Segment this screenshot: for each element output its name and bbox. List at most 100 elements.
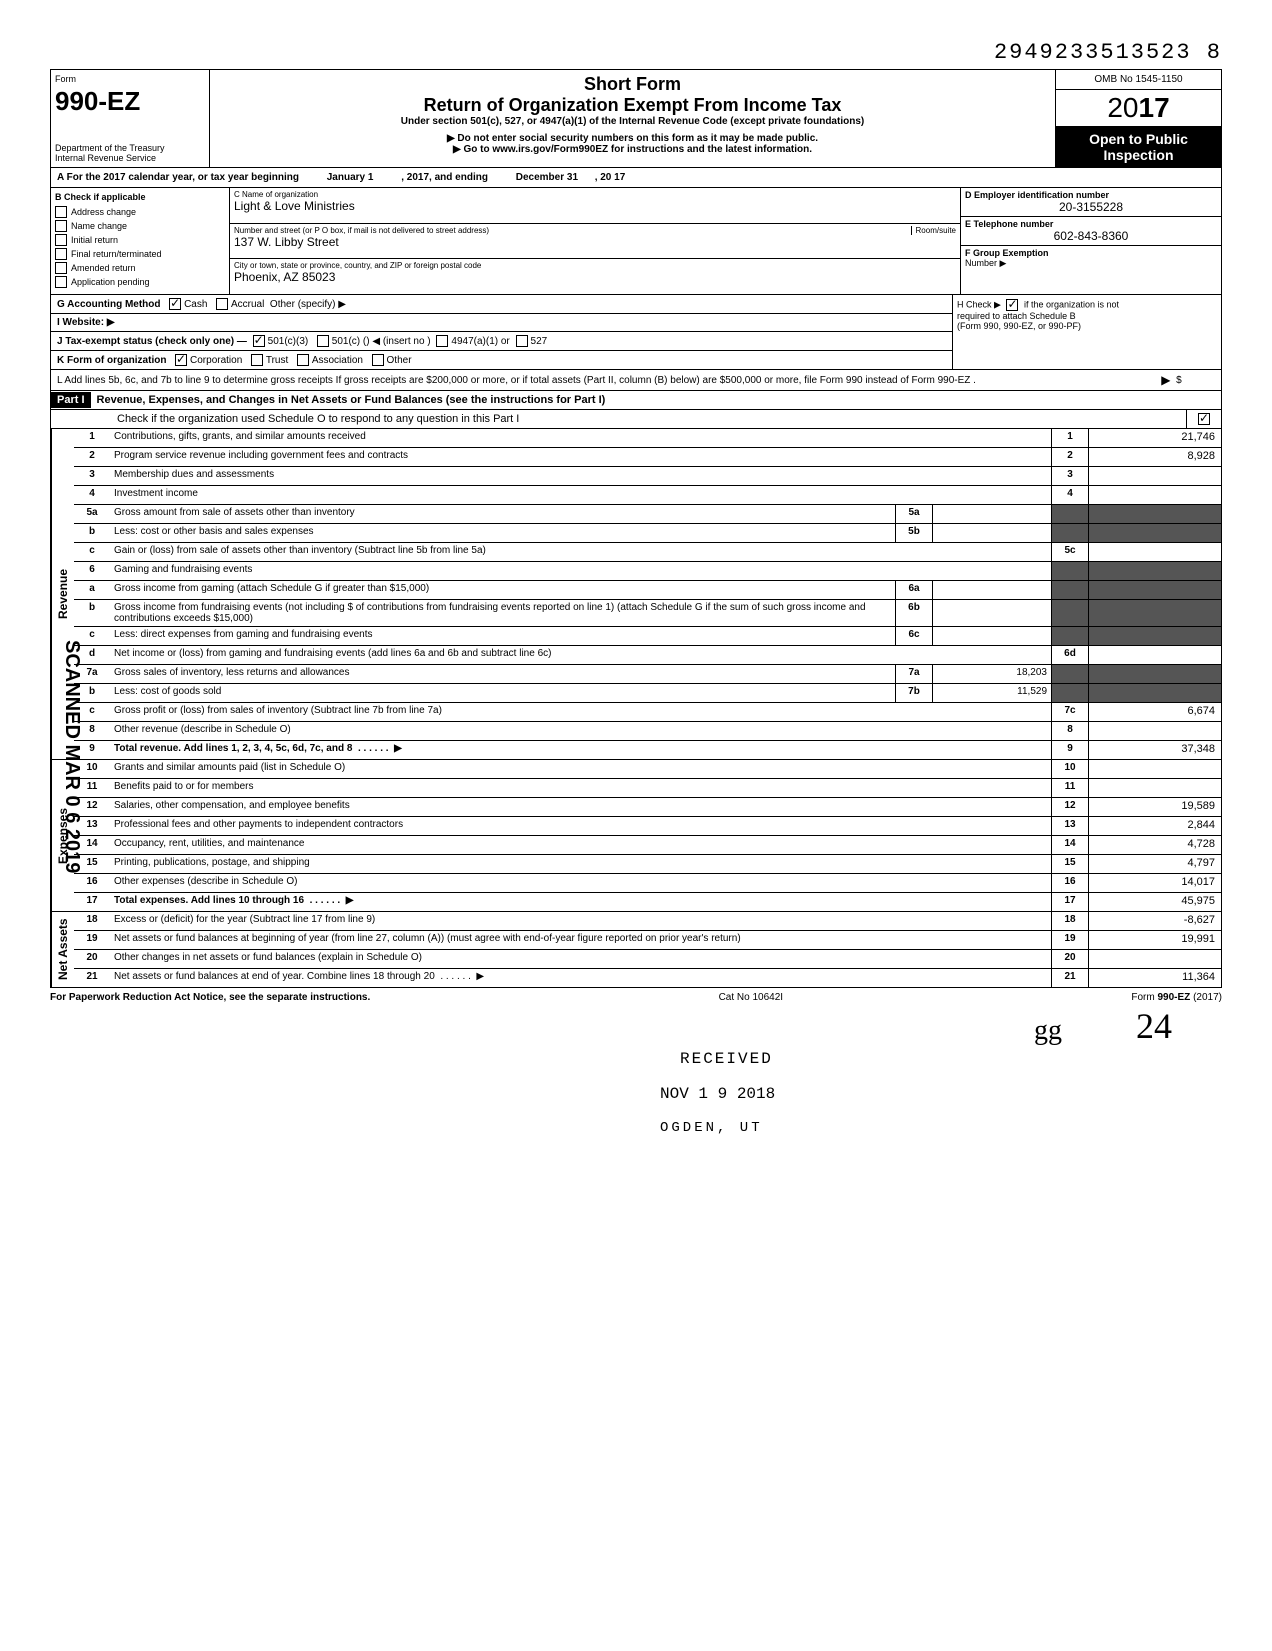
- row-a-suffix: , 20: [595, 172, 612, 183]
- received-stamp: RECEIVED: [680, 1050, 773, 1068]
- chk-application-pending[interactable]: [55, 276, 67, 288]
- table-row: dNet income or (loss) from gaming and fu…: [74, 646, 1221, 665]
- right-line-number: 19: [1051, 931, 1088, 949]
- chk-final-return[interactable]: [55, 248, 67, 260]
- right-line-value: 21,746: [1088, 429, 1221, 447]
- chk-address-change[interactable]: [55, 206, 67, 218]
- right-line-number: 7c: [1051, 703, 1088, 721]
- line-number: 20: [74, 950, 110, 968]
- lbl-address-change: Address change: [71, 207, 136, 217]
- table-row: 3Membership dues and assessments3: [74, 467, 1221, 486]
- label-org-name: C Name of organization: [234, 190, 956, 199]
- lbl-amended-return: Amended return: [71, 263, 136, 273]
- line-description: Other revenue (describe in Schedule O): [110, 722, 1051, 740]
- footer-right: Form 990-EZ (2017): [1131, 992, 1222, 1003]
- chk-name-change[interactable]: [55, 220, 67, 232]
- table-row: 18Excess or (deficit) for the year (Subt…: [74, 912, 1221, 931]
- chk-schedule-o[interactable]: [1198, 413, 1210, 425]
- org-name: Light & Love Ministries: [234, 199, 956, 213]
- table-row: cGain or (loss) from sale of assets othe…: [74, 543, 1221, 562]
- line-description: Net income or (loss) from gaming and fun…: [110, 646, 1051, 664]
- table-row: 6Gaming and fundraising events: [74, 562, 1221, 581]
- chk-527[interactable]: [516, 335, 528, 347]
- form-number: 990-EZ: [55, 86, 205, 117]
- line-description: Occupancy, rent, utilities, and maintena…: [110, 836, 1051, 854]
- right-line-number: [1051, 600, 1088, 626]
- table-row: 5aGross amount from sale of assets other…: [74, 505, 1221, 524]
- table-row: 11Benefits paid to or for members11: [74, 779, 1221, 798]
- chk-association[interactable]: [297, 354, 309, 366]
- chk-501c[interactable]: [317, 335, 329, 347]
- mid-line-value: [932, 524, 1051, 542]
- right-line-value: 4,728: [1088, 836, 1221, 854]
- chk-cash[interactable]: [169, 298, 181, 310]
- label-ein: D Employer identification number: [965, 190, 1109, 200]
- right-line-value: [1088, 646, 1221, 664]
- chk-other-org[interactable]: [372, 354, 384, 366]
- lbl-accrual: Accrual: [231, 299, 264, 310]
- lbl-trust: Trust: [266, 355, 288, 366]
- chk-initial-return[interactable]: [55, 234, 67, 246]
- street-address: 137 W. Libby Street: [234, 235, 956, 249]
- lbl-501c: 501(c) (: [332, 336, 366, 347]
- form-label: Form: [55, 74, 76, 84]
- chk-amended-return[interactable]: [55, 262, 67, 274]
- label-group-exemption: F Group Exemption: [965, 248, 1049, 258]
- line-description: Professional fees and other payments to …: [110, 817, 1051, 835]
- line-description: Gain or (loss) from sale of assets other…: [110, 543, 1051, 561]
- right-line-value: 6,674: [1088, 703, 1221, 721]
- part1-label: Part I: [51, 392, 91, 408]
- line-number: b: [74, 600, 110, 626]
- right-line-value: [1088, 627, 1221, 645]
- mid-line-number: 5a: [895, 505, 932, 523]
- line-description: Less: direct expenses from gaming and fu…: [110, 627, 895, 645]
- right-line-value: [1088, 665, 1221, 683]
- table-row: 13Professional fees and other payments t…: [74, 817, 1221, 836]
- right-line-value: [1088, 950, 1221, 968]
- chk-accrual[interactable]: [216, 298, 228, 310]
- chk-trust[interactable]: [251, 354, 263, 366]
- mid-line-number: 6a: [895, 581, 932, 599]
- line-description: Benefits paid to or for members: [110, 779, 1051, 797]
- tax-year: 2017: [1056, 90, 1221, 127]
- line-description: Grants and similar amounts paid (list in…: [110, 760, 1051, 778]
- h-check-label: H Check ▶: [957, 299, 1001, 309]
- line-description: Total expenses. Add lines 10 through 16 …: [110, 893, 1051, 911]
- mid-line-number: 7b: [895, 684, 932, 702]
- part1-subtitle: Check if the organization used Schedule …: [111, 410, 1186, 428]
- scanned-stamp: SCANNED MAR 0 6 2019: [60, 640, 83, 873]
- right-line-value: [1088, 600, 1221, 626]
- right-line-number: [1051, 627, 1088, 645]
- line-number: b: [74, 524, 110, 542]
- line-number: 4: [74, 486, 110, 504]
- right-line-number: 11: [1051, 779, 1088, 797]
- subtitle: Under section 501(c), 527, or 4947(a)(1)…: [214, 116, 1051, 127]
- table-row: 8Other revenue (describe in Schedule O)8: [74, 722, 1221, 741]
- footer-center: Cat No 10642I: [719, 992, 784, 1003]
- chk-501c3[interactable]: [253, 335, 265, 347]
- right-line-value: [1088, 562, 1221, 580]
- line-l-text: L Add lines 5b, 6c, and 7b to line 9 to …: [57, 375, 976, 386]
- year-prefix: 20: [1107, 92, 1138, 123]
- table-row: cLess: direct expenses from gaming and f…: [74, 627, 1221, 646]
- open-public-1: Open to Public: [1060, 131, 1217, 147]
- open-public-2: Inspection: [1060, 147, 1217, 163]
- mid-line-value: 11,529: [932, 684, 1051, 702]
- h-text-3: required to attach Schedule B: [957, 311, 1076, 321]
- right-line-number: 15: [1051, 855, 1088, 873]
- right-line-number: [1051, 562, 1088, 580]
- right-line-number: 1: [1051, 429, 1088, 447]
- room-suite-label: Room/suite: [911, 226, 956, 235]
- table-row: 7aGross sales of inventory, less returns…: [74, 665, 1221, 684]
- right-line-value: [1088, 467, 1221, 485]
- line-number: 3: [74, 467, 110, 485]
- chk-corporation[interactable]: [175, 354, 187, 366]
- form-header: Form 990-EZ Department of the Treasury I…: [50, 69, 1222, 168]
- ogden-stamp: OGDEN, UT: [660, 1120, 763, 1136]
- right-line-value: [1088, 524, 1221, 542]
- right-line-number: 9: [1051, 741, 1088, 759]
- chk-schedule-b[interactable]: [1006, 299, 1018, 311]
- line-description: Net assets or fund balances at beginning…: [110, 931, 1051, 949]
- warning-line: ▶ Do not enter social security numbers o…: [214, 133, 1051, 144]
- chk-4947[interactable]: [436, 335, 448, 347]
